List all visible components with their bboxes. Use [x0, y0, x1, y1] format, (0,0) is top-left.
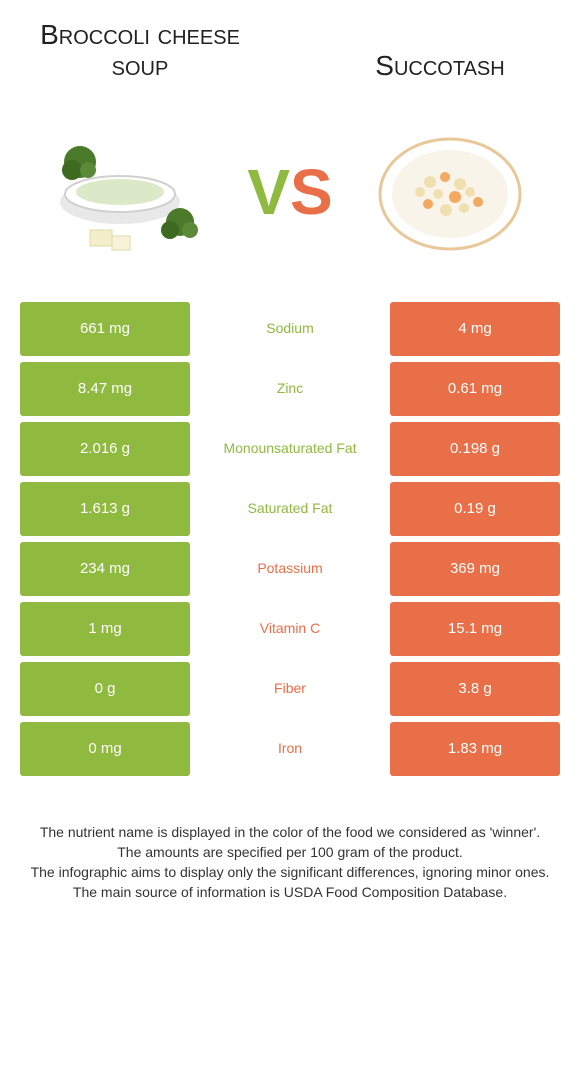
food-image-left — [40, 122, 220, 262]
nutrient-name: Potassium — [190, 542, 390, 596]
footer-line: The amounts are specified per 100 gram o… — [20, 842, 560, 862]
header: Broccoli cheese soup Succotash — [0, 0, 580, 92]
table-row: 2.016 gMonounsaturated Fat0.198 g — [20, 422, 560, 476]
table-row: 0 mgIron1.83 mg — [20, 722, 560, 776]
title-right: Succotash — [340, 50, 540, 82]
images-row: VS — [0, 92, 580, 302]
table-row: 8.47 mgZinc0.61 mg — [20, 362, 560, 416]
value-right: 0.19 g — [390, 482, 560, 536]
table-row: 661 mgSodium4 mg — [20, 302, 560, 356]
value-left: 0 mg — [20, 722, 190, 776]
value-right: 1.83 mg — [390, 722, 560, 776]
table-row: 0 gFiber3.8 g — [20, 662, 560, 716]
nutrient-name: Sodium — [190, 302, 390, 356]
value-right: 369 mg — [390, 542, 560, 596]
value-left: 661 mg — [20, 302, 190, 356]
value-left: 2.016 g — [20, 422, 190, 476]
nutrient-name: Monounsaturated Fat — [190, 422, 390, 476]
nutrient-name: Vitamin C — [190, 602, 390, 656]
footer-line: The nutrient name is displayed in the co… — [20, 822, 560, 842]
table-row: 1 mgVitamin C15.1 mg — [20, 602, 560, 656]
table-row: 1.613 gSaturated Fat0.19 g — [20, 482, 560, 536]
value-right: 0.198 g — [390, 422, 560, 476]
value-left: 8.47 mg — [20, 362, 190, 416]
value-left: 1.613 g — [20, 482, 190, 536]
footer-line: The main source of information is USDA F… — [20, 882, 560, 902]
title-left: Broccoli cheese soup — [40, 20, 240, 82]
value-left: 234 mg — [20, 542, 190, 596]
value-left: 0 g — [20, 662, 190, 716]
value-right: 0.61 mg — [390, 362, 560, 416]
table-row: 234 mgPotassium369 mg — [20, 542, 560, 596]
footer-line: The infographic aims to display only the… — [20, 862, 560, 882]
vs-v: V — [247, 155, 290, 229]
vs-s: S — [290, 155, 333, 229]
value-right: 15.1 mg — [390, 602, 560, 656]
nutrient-name: Iron — [190, 722, 390, 776]
food-image-right — [360, 122, 540, 262]
vs-label: VS — [247, 155, 332, 229]
value-right: 3.8 g — [390, 662, 560, 716]
value-left: 1 mg — [20, 602, 190, 656]
value-right: 4 mg — [390, 302, 560, 356]
nutrient-name: Saturated Fat — [190, 482, 390, 536]
nutrient-name: Zinc — [190, 362, 390, 416]
nutrient-name: Fiber — [190, 662, 390, 716]
comparison-table: 661 mgSodium4 mg 8.47 mgZinc0.61 mg 2.016 … — [0, 302, 580, 776]
footer-notes: The nutrient name is displayed in the co… — [0, 782, 580, 903]
